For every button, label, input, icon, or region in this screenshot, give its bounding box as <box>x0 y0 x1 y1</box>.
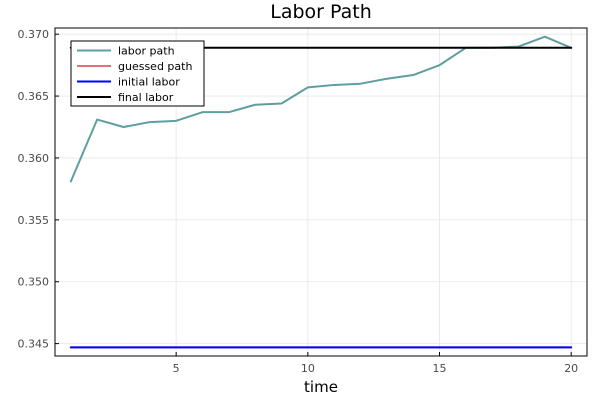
y-tick-label: 0.365 <box>18 90 50 103</box>
x-tick-label: 5 <box>173 362 180 375</box>
plot-frame <box>54 27 588 357</box>
x-tick-label: 10 <box>301 362 315 375</box>
legend-label: initial labor <box>118 76 180 89</box>
y-tick-label: 0.345 <box>18 338 50 351</box>
y-tick-label: 0.355 <box>18 214 50 227</box>
legend-label: guessed path <box>118 60 192 73</box>
legend: labor path guessed path initial labor final… <box>70 40 205 107</box>
x-tick-label: 15 <box>433 362 447 375</box>
x-axis-title: time <box>304 378 338 396</box>
y-tick-label: 0.360 <box>18 152 50 165</box>
chart-title: Labor Path <box>270 1 372 23</box>
x-tick-label: 20 <box>564 362 578 375</box>
grid <box>55 28 587 356</box>
legend-label: labor path <box>118 45 175 58</box>
legend-box <box>70 40 205 107</box>
y-tick-label: 0.350 <box>18 276 50 289</box>
y-tick-label: 0.370 <box>18 28 50 41</box>
axis-ticks: 5 10 15 20 0.345 0.350 0.355 0.360 0.365 0.370 <box>18 28 579 375</box>
legend-label: final labor <box>118 91 174 104</box>
